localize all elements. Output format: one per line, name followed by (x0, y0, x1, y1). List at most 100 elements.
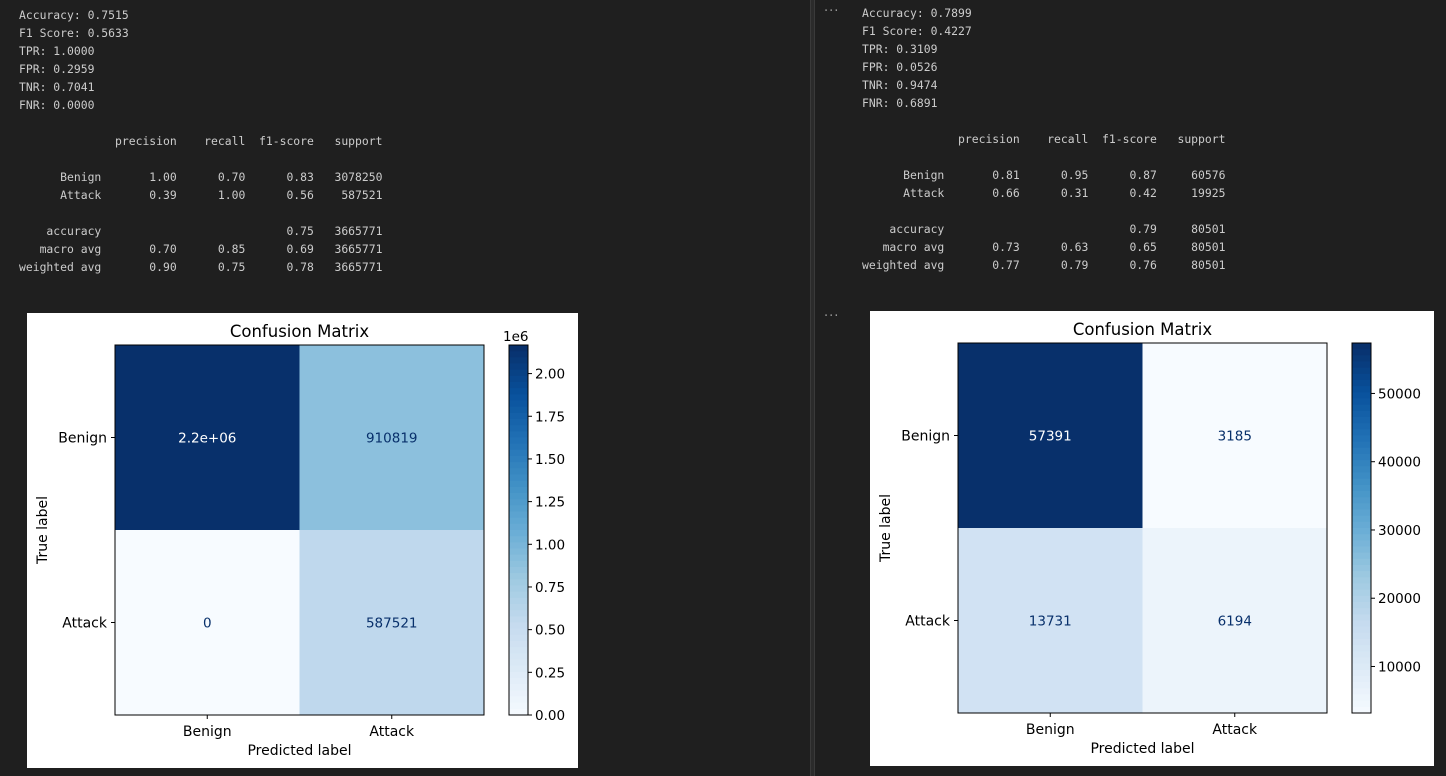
colorbar-segment (1352, 540, 1371, 548)
colorbar-segment (1352, 521, 1371, 529)
colorbar-tick-label: 1.25 (535, 495, 565, 511)
colorbar-segment (1352, 657, 1371, 665)
metric-line: TNR: 0.9474 (862, 78, 938, 92)
colorbar-segment (1352, 417, 1371, 424)
colorbar-segment (1352, 491, 1371, 498)
colorbar-segment (1352, 478, 1371, 486)
colorbar-segment (509, 369, 528, 377)
colorbar-segment (509, 523, 528, 531)
colorbar-segment (509, 536, 528, 543)
colorbar-segment (1352, 410, 1371, 418)
colorbar-segment (1352, 466, 1371, 474)
report-line: weighted avg 0.90 0.75 0.78 3665771 (19, 260, 383, 274)
colorbar-tick-label: 30000 (1378, 523, 1421, 539)
x-axis-label: Predicted label (1090, 741, 1194, 757)
colorbar-segment (1352, 373, 1371, 381)
colorbar-segment (509, 591, 528, 599)
colorbar-segment (509, 659, 528, 667)
colorbar-segment (509, 480, 528, 488)
heatmap-cell (299, 530, 485, 716)
chart-title: Confusion Matrix (230, 322, 370, 341)
metric-line: F1 Score: 0.5633 (19, 26, 129, 40)
confusion-matrix-chart: 2.2e+06 910819 0 587521 Benign Attack Benign At… (35, 322, 565, 759)
output-more-icon[interactable]: ··· (824, 4, 840, 19)
metric-line: F1 Score: 0.4227 (862, 24, 972, 38)
cell-value-label: 587521 (366, 616, 418, 632)
colorbar-segment (1352, 595, 1371, 603)
colorbar-segment (509, 388, 528, 395)
colorbar-segment (509, 394, 528, 402)
colorbar-segment (1352, 651, 1371, 659)
heatmap-cell (958, 528, 1143, 714)
colorbar-segment (509, 431, 528, 439)
y-tick-label: Benign (58, 431, 107, 447)
report-line: weighted avg 0.77 0.79 0.76 80501 (862, 258, 1226, 272)
metric-line: TNR: 0.7041 (19, 80, 95, 94)
colorbar-segment (1352, 632, 1371, 640)
metric-line: FPR: 0.0526 (862, 60, 938, 74)
metric-line: TPR: 1.0000 (19, 44, 95, 58)
colorbar-segment (509, 573, 528, 580)
colorbar-segment (509, 437, 528, 445)
confusion-matrix-figure: 2.2e+06 910819 0 587521 Benign Attack Benign At… (27, 313, 578, 768)
output-more-icon[interactable]: ··· (824, 309, 840, 324)
metric-line: TPR: 0.3109 (862, 42, 938, 56)
colorbar-segment (509, 505, 528, 513)
colorbar-segment (1352, 583, 1371, 591)
colorbar-segment (509, 406, 528, 414)
colorbar-segment (1352, 639, 1371, 646)
y-tick-label: Benign (901, 429, 950, 445)
colorbar-segment (1352, 367, 1371, 375)
colorbar-segment (509, 425, 528, 432)
report-line: macro avg 0.70 0.85 0.69 3665771 (19, 242, 383, 256)
colorbar-segment (509, 579, 528, 587)
heatmap-cell (115, 345, 300, 531)
colorbar-segment (509, 585, 528, 593)
colorbar-segment (1352, 515, 1371, 523)
colorbar-segment (509, 375, 528, 383)
colorbar-segment (1352, 447, 1371, 455)
heatmap-cell (1142, 343, 1328, 529)
colorbar-segment (509, 419, 528, 426)
colorbar-tick-label: 20000 (1378, 591, 1421, 607)
colorbar-tick-label: 0.00 (535, 708, 565, 724)
plot-frame (957, 342, 1328, 714)
colorbar-tick-label: 0.75 (535, 580, 565, 596)
colorbar-segment (1352, 484, 1371, 492)
colorbar-segment (1352, 380, 1371, 387)
colorbar-segment (509, 702, 528, 710)
colorbar-multiplier: 1e6 (503, 329, 528, 345)
colorbar-segment (1352, 688, 1371, 696)
cell-value-label: 13731 (1029, 614, 1072, 630)
colorbar-segment (1352, 398, 1371, 406)
colorbar-segment (509, 493, 528, 500)
colorbar-segment (1352, 620, 1371, 628)
x-tick-label: Benign (1026, 722, 1075, 738)
colorbar-segment (509, 628, 528, 636)
heatmap-cell (299, 345, 485, 531)
colorbar-segment (1352, 460, 1371, 467)
colorbar-frame (508, 344, 529, 716)
colorbar-frame (1351, 342, 1372, 714)
colorbar-segment (1352, 528, 1371, 535)
colorbar-segment (509, 511, 528, 519)
colorbar-segment (1352, 552, 1371, 560)
colorbar-segment (509, 690, 528, 698)
colorbar-segment (509, 665, 528, 673)
colorbar-segment (509, 363, 528, 371)
pane-divider[interactable] (810, 0, 815, 776)
colorbar-segment (509, 647, 528, 654)
colorbar-segment (1352, 441, 1371, 449)
colorbar-segment (1352, 349, 1371, 356)
colorbar-segment (509, 456, 528, 463)
cell-value-label: 0 (203, 616, 212, 632)
report-line: Benign 1.00 0.70 0.83 3078250 (19, 170, 383, 184)
colorbar-tick-label: 2.00 (535, 367, 565, 383)
colorbar-segment (1352, 386, 1371, 393)
colorbar-tick-label: 1.75 (535, 409, 565, 425)
colorbar-segment (1352, 509, 1371, 517)
left-output-pane: Accuracy: 0.7515 F1 Score: 0.5633 TPR: 1… (19, 8, 578, 768)
heatmap-cell (1142, 528, 1328, 714)
y-axis-label: True label (35, 496, 51, 565)
report-line: Benign 0.81 0.95 0.87 60576 (862, 168, 1226, 182)
